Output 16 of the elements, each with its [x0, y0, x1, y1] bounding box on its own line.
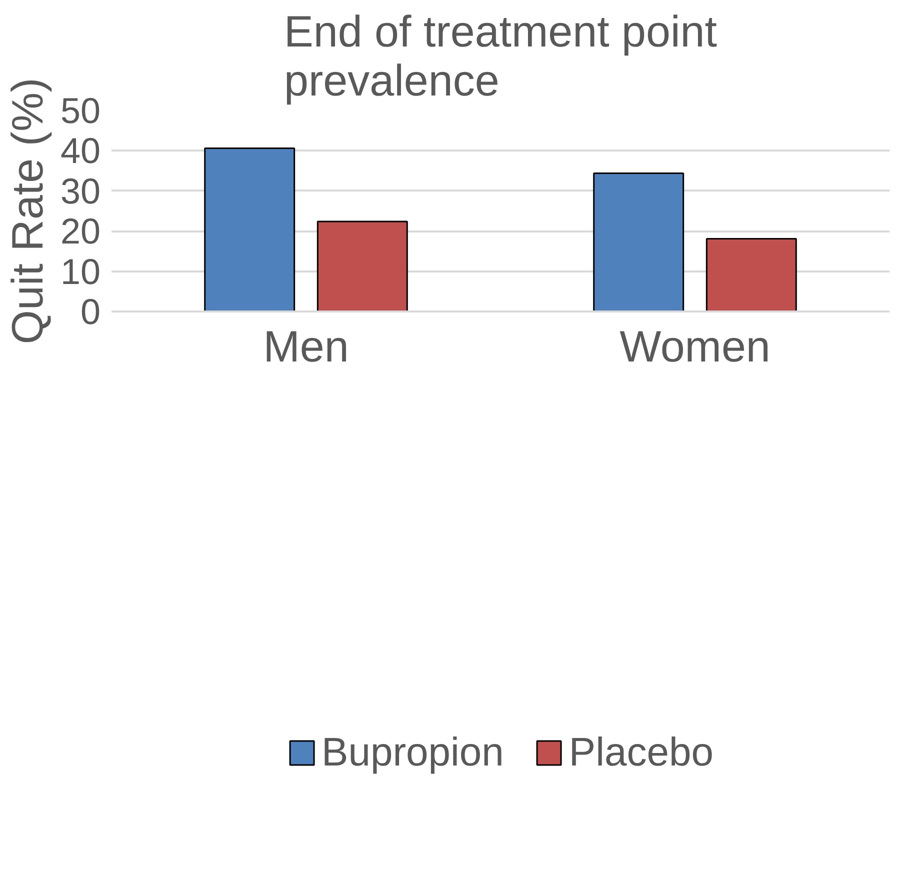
y-tick-label: 20 [60, 210, 101, 252]
bar [593, 172, 684, 312]
chart-title: End of treatment point prevalence [284, 8, 717, 106]
y-tick-label: 50 [60, 90, 101, 131]
x-tick-label: Men [263, 322, 349, 372]
y-tick-label: 0 [80, 291, 101, 332]
y-axis-title: Quit Rate (%) [3, 78, 52, 344]
legend-label: Placebo [568, 730, 714, 776]
bar [316, 220, 408, 312]
x-tick-label: Women [620, 322, 770, 372]
bar [706, 238, 797, 312]
y-tick-label: 30 [60, 170, 101, 212]
bar [204, 148, 296, 312]
y-tick-label: 40 [60, 130, 101, 172]
legend-label: Bupropion [322, 730, 504, 776]
y-tick-label: 10 [60, 250, 101, 292]
